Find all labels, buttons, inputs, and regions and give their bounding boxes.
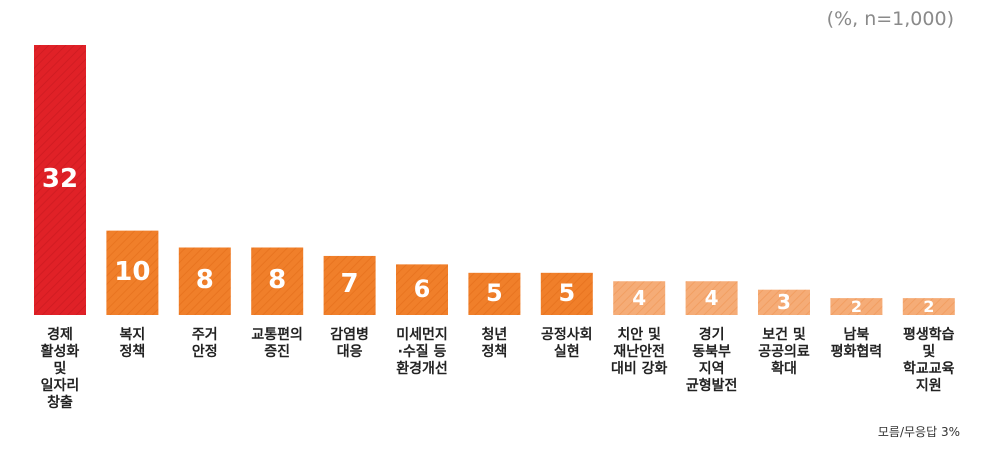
value-label-1: 10	[114, 256, 151, 287]
bar-8	[613, 281, 666, 315]
value-label-8: 4	[632, 285, 647, 310]
value-label-4: 7	[340, 269, 359, 300]
bar-9	[685, 281, 738, 315]
category-label-11: 남북 평화협력	[830, 327, 883, 360]
category-label-4: 감염병 대응	[330, 327, 369, 360]
value-label-0: 32	[41, 163, 79, 194]
value-label-11: 2	[850, 296, 862, 316]
category-label-1: 복지 정책	[119, 327, 146, 360]
value-label-5: 6	[413, 274, 431, 303]
category-label-7: 공정사회 실현	[541, 327, 593, 360]
category-label-9: 경기 동북부 지역 균형발전	[685, 327, 738, 394]
category-label-8: 치안 및 재난안전 대비 강화	[610, 327, 668, 377]
value-label-12: 2	[923, 296, 935, 316]
bar-10	[758, 289, 810, 315]
value-label-3: 8	[268, 265, 287, 296]
category-label-10: 보건 및 공공의료 확대	[758, 327, 810, 377]
bar-11	[830, 298, 883, 315]
bar-5	[396, 264, 448, 315]
value-label-6: 5	[486, 279, 503, 308]
category-label-2: 주거 안정	[191, 327, 218, 360]
bar-1	[106, 230, 159, 315]
footnote: 모름/무응답 3%	[877, 425, 960, 439]
bar-7	[540, 272, 593, 315]
bar-3	[251, 247, 304, 315]
unit-label: (%, n=1,000)	[826, 8, 954, 30]
value-label-2: 8	[195, 265, 214, 296]
value-label-10: 3	[777, 289, 791, 314]
bar-2	[178, 247, 231, 315]
category-label-12: 평생학습 및 학교교육 지원	[903, 327, 955, 394]
bar-4	[323, 255, 376, 315]
bar-12	[902, 298, 955, 315]
value-label-9: 4	[704, 285, 719, 310]
bar-6	[468, 272, 521, 315]
category-label-0: 경제 활성화 및 일자리 창출	[40, 327, 80, 411]
category-label-5: 미세먼지 ·수질 등 환경개선	[396, 327, 448, 377]
category-label-6: 청년 정책	[481, 327, 508, 360]
value-label-7: 5	[558, 279, 576, 308]
bar-0	[34, 45, 86, 315]
category-label-3: 교통편의 증진	[251, 327, 303, 360]
